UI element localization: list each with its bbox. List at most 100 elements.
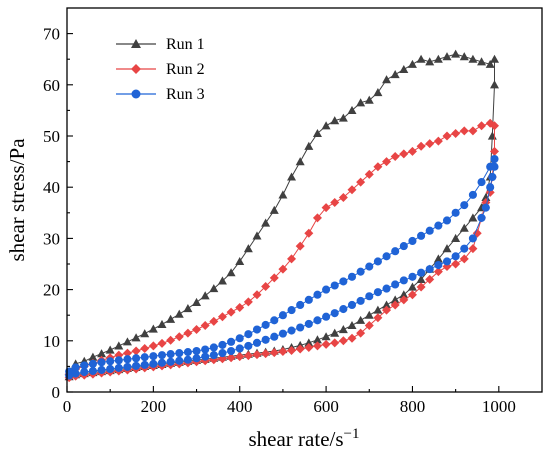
data-point xyxy=(312,341,322,351)
data-point xyxy=(416,282,426,292)
data-point xyxy=(192,297,202,306)
y-tick-label: 30 xyxy=(43,229,60,248)
data-point xyxy=(148,324,158,333)
data-point xyxy=(468,190,477,199)
data-point xyxy=(278,311,287,320)
data-point xyxy=(382,284,391,293)
data-point xyxy=(434,260,443,270)
data-point xyxy=(106,364,115,374)
data-point xyxy=(347,333,357,343)
data-point xyxy=(373,162,383,172)
data-point xyxy=(416,274,426,283)
data-point xyxy=(490,162,499,171)
data-point xyxy=(451,208,460,217)
data-point xyxy=(322,312,331,321)
data-point xyxy=(226,353,236,363)
data-point xyxy=(166,357,175,366)
data-point xyxy=(356,296,365,305)
data-point xyxy=(218,349,227,358)
data-point xyxy=(140,360,149,369)
data-point xyxy=(132,361,141,370)
data-point xyxy=(407,282,417,291)
data-point xyxy=(252,350,262,360)
data-point xyxy=(390,300,400,310)
data-point xyxy=(226,307,236,317)
data-point xyxy=(201,345,210,354)
data-point xyxy=(347,185,357,195)
data-point xyxy=(442,244,452,253)
data-point xyxy=(192,325,202,335)
data-point xyxy=(434,221,443,230)
data-point xyxy=(235,303,245,313)
data-point xyxy=(347,320,357,330)
data-point xyxy=(157,358,167,367)
data-point xyxy=(460,201,469,210)
data-point xyxy=(88,352,98,361)
series-3 xyxy=(65,154,499,380)
data-point xyxy=(416,54,426,63)
data-point xyxy=(157,351,167,360)
data-point xyxy=(209,284,219,293)
data-point xyxy=(227,346,236,356)
data-point xyxy=(287,172,297,181)
data-point xyxy=(261,320,270,329)
data-point xyxy=(468,213,478,222)
data-point xyxy=(338,113,348,122)
data-point xyxy=(304,141,314,150)
data-point xyxy=(364,310,374,319)
legend-item: Run 2 xyxy=(116,61,205,78)
data-point xyxy=(442,216,452,225)
data-point xyxy=(321,339,331,349)
data-point xyxy=(433,54,443,63)
data-point xyxy=(97,358,106,367)
y-tick-label: 70 xyxy=(43,25,60,44)
data-point xyxy=(365,262,374,271)
data-point xyxy=(364,320,374,330)
data-point xyxy=(296,300,305,310)
data-point xyxy=(451,252,460,261)
data-point xyxy=(166,350,175,359)
data-point xyxy=(149,352,158,361)
legend-label: Run 1 xyxy=(166,36,205,53)
data-point xyxy=(304,342,314,352)
data-point xyxy=(217,312,227,322)
data-point xyxy=(252,231,262,240)
data-point xyxy=(490,80,499,89)
data-point xyxy=(131,346,141,356)
legend-item: Run 1 xyxy=(116,36,205,53)
data-point xyxy=(304,295,313,304)
data-point xyxy=(399,242,408,251)
x-axis-title: shear rate/s−1 xyxy=(248,426,359,451)
data-point xyxy=(243,351,253,361)
x-tick-label: 1000 xyxy=(482,397,516,416)
x-tick-label: 600 xyxy=(313,397,339,416)
data-point xyxy=(183,328,193,338)
legend-label: Run 2 xyxy=(166,61,205,78)
data-point xyxy=(287,254,297,264)
data-point xyxy=(261,349,271,359)
data-point xyxy=(201,352,210,361)
data-point xyxy=(425,274,435,284)
data-point xyxy=(295,157,305,166)
data-point xyxy=(382,252,391,261)
x-tick-label: 400 xyxy=(227,397,253,416)
data-point xyxy=(468,244,478,254)
data-point xyxy=(235,334,244,343)
data-point xyxy=(390,151,400,161)
series-line xyxy=(68,53,495,378)
data-point xyxy=(490,146,499,156)
x-axis-title-superscript: −1 xyxy=(344,426,360,442)
data-point xyxy=(226,268,236,277)
data-point xyxy=(261,335,270,344)
data-point xyxy=(339,305,348,314)
data-point xyxy=(408,236,417,246)
data-point xyxy=(243,244,253,253)
data-point xyxy=(88,366,97,376)
data-point xyxy=(312,213,322,223)
data-point xyxy=(451,49,461,58)
data-point xyxy=(481,203,490,212)
data-point xyxy=(373,87,383,97)
data-point xyxy=(243,297,253,307)
y-tick-label: 60 xyxy=(43,76,60,95)
data-point xyxy=(235,256,245,266)
